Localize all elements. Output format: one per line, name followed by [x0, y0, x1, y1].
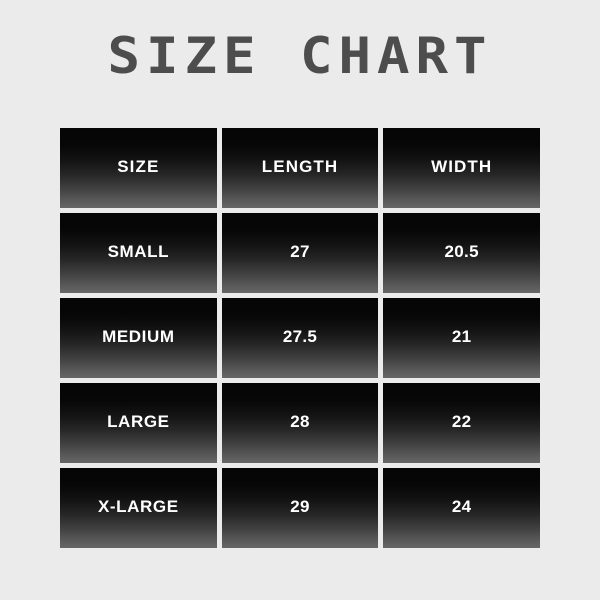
table-row: MEDIUM 27.5 21 — [60, 298, 541, 378]
cell-size-large-label: LARGE — [107, 411, 170, 431]
cell-size-x-large-label: X-LARGE — [97, 496, 179, 516]
cell-length-large: 28 — [221, 383, 379, 463]
table-row: LARGE 28 22 — [60, 383, 541, 463]
cell-length-x-large: 29 — [221, 468, 379, 548]
cell-width-large: 22 — [383, 383, 541, 463]
size-chart-table: SIZE LENGTH WIDTH SMALL 27 20.5 MEDIUM — [60, 128, 541, 548]
column-header-length-label: LENGTH — [261, 156, 339, 176]
cell-width-medium-value: 21 — [451, 326, 472, 346]
cell-width-large-value: 22 — [451, 411, 472, 431]
cell-length-x-large-value: 29 — [290, 496, 310, 516]
cell-width-medium: 21 — [383, 298, 541, 378]
column-header-length: LENGTH — [221, 128, 379, 208]
cell-length-medium-value: 27.5 — [282, 326, 318, 346]
column-header-width-label: WIDTH — [431, 156, 493, 176]
cell-size-small: SMALL — [60, 213, 217, 293]
cell-size-medium-label: MEDIUM — [102, 326, 175, 346]
table-row: SMALL 27 20.5 — [60, 213, 541, 293]
cell-width-x-large-value: 24 — [451, 496, 472, 516]
table-row: X-LARGE 29 24 — [60, 468, 541, 548]
cell-width-small-value: 20.5 — [444, 241, 479, 261]
cell-size-x-large: X-LARGE — [60, 468, 217, 548]
page-title: SIZE CHART — [107, 27, 493, 86]
table-header-row: SIZE LENGTH WIDTH — [60, 128, 541, 208]
cell-size-small-label: SMALL — [107, 241, 170, 261]
cell-size-medium: MEDIUM — [60, 298, 217, 378]
cell-length-small-value: 27 — [290, 241, 310, 261]
column-header-width: WIDTH — [383, 128, 541, 208]
cell-length-small: 27 — [221, 213, 379, 293]
column-header-size: SIZE — [60, 128, 217, 208]
cell-width-x-large: 24 — [383, 468, 541, 548]
cell-size-large: LARGE — [60, 383, 217, 463]
column-header-size-label: SIZE — [117, 156, 160, 176]
cell-length-medium: 27.5 — [221, 298, 379, 378]
cell-width-small: 20.5 — [383, 213, 541, 293]
cell-length-large-value: 28 — [290, 411, 310, 431]
